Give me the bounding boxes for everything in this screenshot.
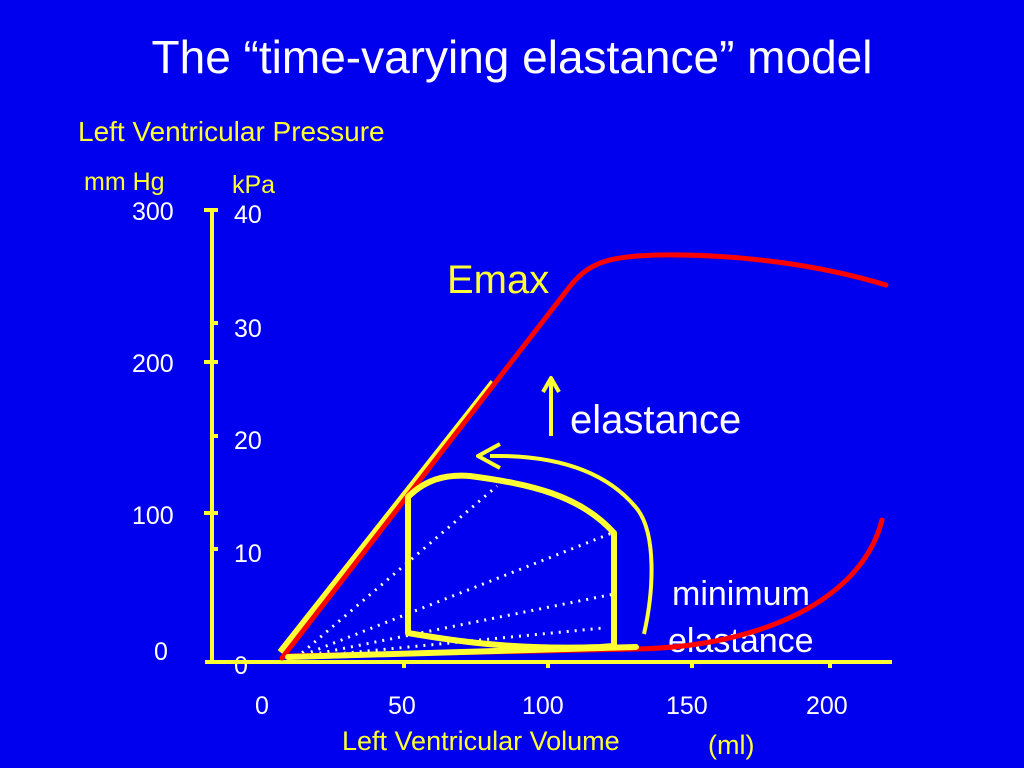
- x-tick-200: 200: [806, 692, 848, 720]
- x-tick-50: 50: [388, 692, 416, 720]
- y-tick-mmhg-0: 0: [154, 638, 168, 666]
- x-axis-unit: (ml): [708, 730, 755, 760]
- x-tick-0: 0: [255, 692, 269, 720]
- y-tick-kpa-30: 30: [234, 315, 262, 343]
- dotted-elastance-lines: [295, 484, 615, 660]
- x-tick-100: 100: [522, 692, 564, 720]
- y-tick-kpa-20: 20: [234, 427, 262, 455]
- pv-loop: [405, 472, 617, 651]
- x-axis-label: Left Ventricular Volume: [342, 726, 620, 756]
- dotted-line-2: [295, 531, 613, 660]
- y-unit-mmhg: mm Hg: [84, 168, 165, 196]
- y-tick-mmhg-100: 100: [132, 502, 174, 530]
- minimum-elastance-line2: elastance: [668, 622, 814, 660]
- y-axis-label: Left Ventricular Pressure: [78, 116, 385, 147]
- emax-curve: [279, 252, 889, 661]
- minimum-elastance-line1: minimum: [672, 575, 810, 613]
- axes: [204, 208, 892, 668]
- y-unit-kpa: kPa: [232, 171, 276, 199]
- y-tick-kpa-0: 0: [234, 652, 248, 680]
- lower-loop-base: [285, 644, 639, 660]
- curved-arrow-path: [489, 453, 654, 635]
- minimum-elastance-curve: [284, 517, 885, 659]
- emax-tangent-line: [277, 380, 496, 654]
- emax-label: Emax: [447, 258, 550, 302]
- elastance-label: elastance: [570, 398, 742, 442]
- page-title: The “time-varying elastance” model: [151, 31, 873, 83]
- elastance-up-arrow-head: [541, 376, 561, 393]
- y-tick-kpa-10: 10: [234, 540, 262, 568]
- y-tick-kpa-40: 40: [234, 201, 262, 229]
- dotted-line-4: [295, 626, 604, 660]
- x-tick-150: 150: [666, 692, 708, 720]
- y-tick-mmhg-300: 300: [132, 198, 174, 226]
- curved-arrow-head: [476, 442, 501, 470]
- y-tick-mmhg-200: 200: [132, 350, 174, 378]
